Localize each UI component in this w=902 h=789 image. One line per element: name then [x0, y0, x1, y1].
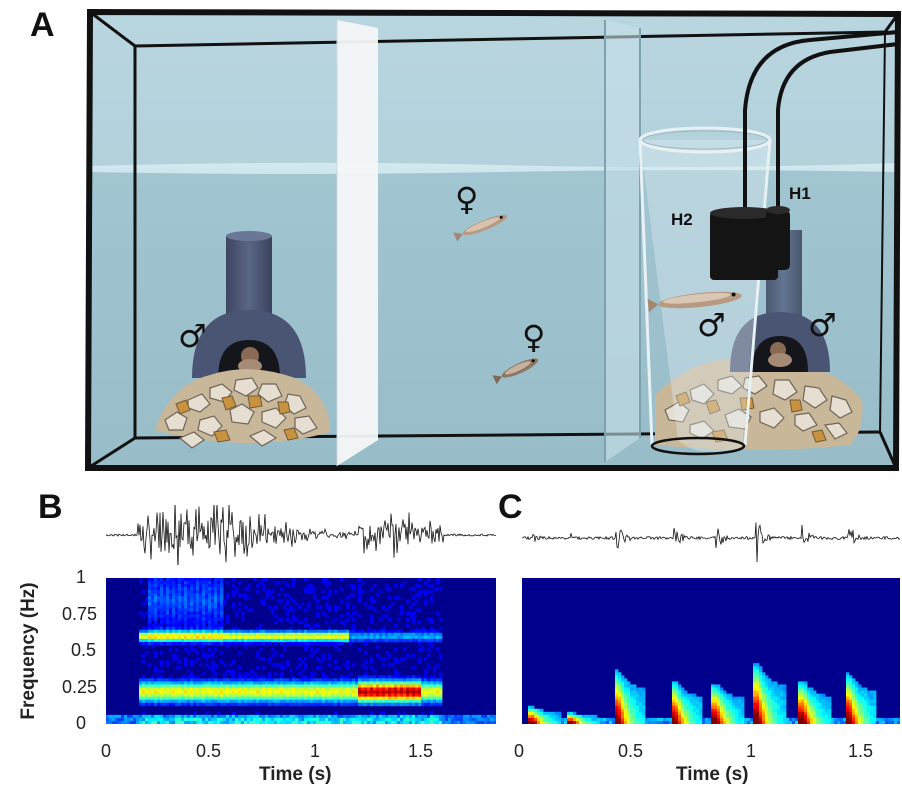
x-axis-title-b: Time (s) [259, 764, 332, 785]
hydrophone-h1 [766, 210, 790, 270]
male-symbol-left: ♂ [178, 317, 207, 355]
water-surface [90, 162, 898, 174]
y-axis-title: Frequency (Hz) [18, 582, 39, 720]
y-tick-0: 0 [76, 713, 87, 733]
female-symbol-upper: ♀ [455, 180, 479, 218]
male-symbol-cup: ♂ [697, 306, 726, 344]
hydrophone-h2-label: H2 [671, 210, 693, 229]
left-gravel [155, 369, 330, 449]
y-tick-0.25: 0.25 [62, 677, 98, 697]
panel-c-label: C [498, 488, 523, 526]
x-tick-b-1.5: 1.5 [408, 741, 434, 761]
y-tick-1: 1 [76, 567, 87, 587]
x-tick-b-0: 0 [101, 741, 112, 761]
waveform-c [522, 522, 900, 563]
waveform-b [106, 505, 496, 565]
panel-b-label: B [38, 488, 63, 526]
y-tick-0.5: 0.5 [71, 640, 97, 660]
x-tick-b-1: 1 [310, 741, 321, 761]
right-gravel [655, 358, 863, 450]
x-tick-c-0.5: 0.5 [618, 741, 644, 761]
x-tick-b-0.5: 0.5 [196, 741, 222, 761]
male-symbol-right: ♂ [808, 306, 837, 344]
female-symbol-lower: ♀ [522, 318, 546, 356]
tank-divider [337, 20, 378, 466]
panel-a-label: A [30, 6, 55, 44]
fish-female-upper [453, 214, 508, 242]
fish-female-lower [492, 358, 539, 385]
left-nest [192, 231, 306, 378]
aquarium-illustration [84, 8, 902, 471]
x-tick-c-1: 1 [746, 741, 757, 761]
hydrophone-h2 [710, 212, 778, 280]
x-axis-title-c: Time (s) [676, 764, 749, 785]
y-tick-0.75: 0.75 [62, 604, 98, 624]
spectrogram-b [106, 578, 496, 724]
x-tick-c-0: 0 [514, 741, 525, 761]
fish-male-cup [647, 291, 742, 313]
x-tick-c-1.5: 1.5 [848, 741, 874, 761]
hydrophone-h1-label: H1 [789, 184, 811, 203]
hydrophones [710, 30, 899, 280]
spectrogram-c [522, 578, 900, 724]
